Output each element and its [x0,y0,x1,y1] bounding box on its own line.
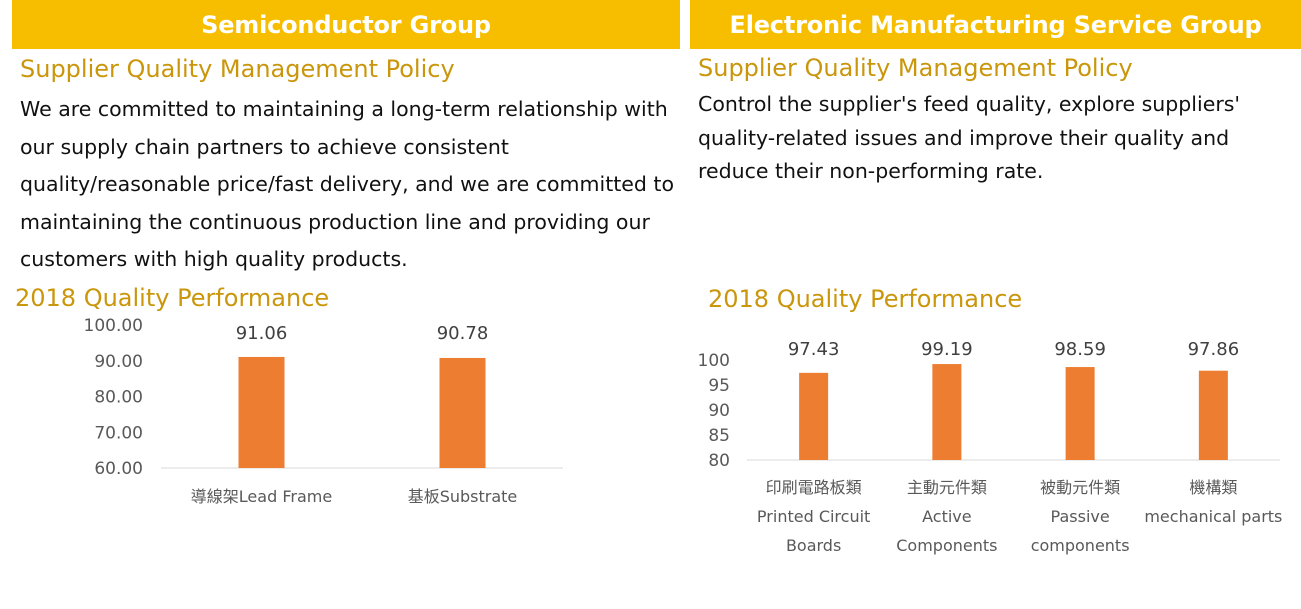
performance-heading: 2018 Quality Performance [15,284,330,312]
x-tick-label: Components [896,536,997,555]
y-tick-label: 80.00 [94,388,143,408]
policy-heading: Supplier Quality Management Policy [698,54,1133,82]
x-tick-label: mechanical parts [1144,507,1282,526]
x-tick-label: 導線架Lead Frame [191,487,332,506]
x-tick-label: 主動元件類 [907,478,987,497]
data-label: 97.43 [788,339,840,360]
ems-panel: Electronic Manufacturing Service Group S… [690,0,1301,313]
data-label: 90.78 [437,323,489,344]
y-tick-label: 85 [708,426,730,446]
policy-text: We are committed to maintaining a long-t… [20,97,674,272]
policy-heading: Supplier Quality Management Policy [20,55,455,83]
x-tick-label: Boards [786,536,841,555]
bar [799,372,829,460]
policy-text: Control the supplier's feed quality, exp… [698,92,1241,183]
y-tick-label: 80 [708,451,730,471]
bar [932,364,962,460]
x-tick-label: components [1031,536,1130,555]
data-label: 97.86 [1188,339,1240,360]
y-tick-label: 60.00 [94,459,143,479]
x-tick-label: 基板Substrate [408,487,518,506]
bar [439,357,486,468]
x-tick-label: 機構類 [1189,478,1237,497]
performance-heading: 2018 Quality Performance [708,285,1023,313]
y-tick-label: 70.00 [94,423,143,443]
y-tick-label: 95 [708,376,730,396]
bar [1198,370,1228,460]
ems-banner: Electronic Manufacturing Service Group [690,0,1301,49]
y-tick-label: 100 [698,351,730,371]
y-tick-label: 90 [708,401,730,421]
data-label: 91.06 [236,323,288,344]
x-tick-label: 被動元件類 [1040,478,1120,497]
x-tick-label: 印刷電路板類 [766,478,862,497]
bar [1065,367,1095,460]
data-label: 98.59 [1054,339,1106,360]
y-tick-label: 90.00 [94,352,143,372]
x-tick-label: Passive [1051,507,1110,526]
bar [238,356,285,468]
data-label: 99.19 [921,339,973,360]
y-tick-label: 100.00 [84,316,143,336]
semiconductor-panel: Semiconductor Group Supplier Quality Man… [12,0,680,312]
semiconductor-banner: Semiconductor Group [12,0,680,49]
x-tick-label: Printed Circuit [757,507,870,526]
x-tick-label: Active [922,507,972,526]
